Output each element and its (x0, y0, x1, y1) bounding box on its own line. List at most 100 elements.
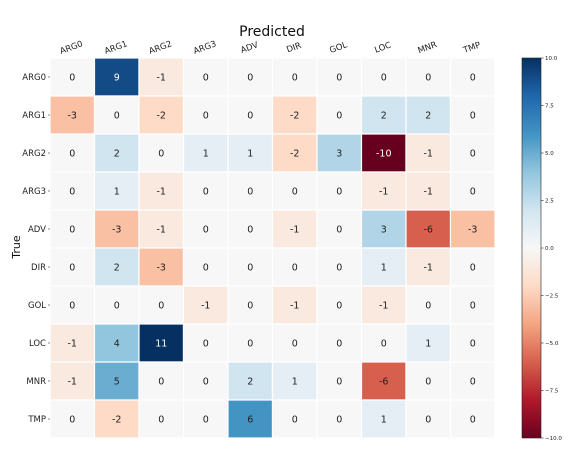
cell-value-label: 2 (114, 263, 120, 274)
column-tick-label: MNR (417, 40, 439, 56)
row-tick-label: ARG0 (22, 73, 46, 83)
cell-value-label: 0 (336, 111, 342, 122)
y-axis-label: True (10, 235, 23, 260)
cell-value-label: -1 (424, 263, 433, 274)
column-tick-label: ARG2 (148, 39, 174, 57)
colorbar-tick-label: −10.0 (545, 436, 562, 442)
heatmap-cell-tmp-arg0 (49, 399, 96, 439)
heatmap-cell-mnr-adv (227, 361, 274, 401)
cell-value-label: 0 (203, 225, 209, 236)
cell-value-label: 0 (470, 377, 476, 388)
colorbar-tick-label: −5.0 (545, 341, 559, 347)
cell-value-label: 0 (336, 73, 342, 84)
heatmap-cell-tmp-adv (227, 399, 274, 439)
cell-value-label: 0 (69, 149, 75, 160)
heatmap-cell-loc-loc (360, 323, 407, 363)
heatmap-cell-arg1-gol (316, 95, 363, 135)
cell-value-label: 0 (336, 301, 342, 312)
cell-value-label: 0 (470, 415, 476, 426)
heatmap-cell-dir-dir (271, 247, 318, 287)
chart-title: Predicted (239, 24, 305, 40)
cell-value-label: 5 (114, 377, 120, 388)
cell-value-label: -3 (157, 263, 166, 274)
cell-value-label: 0 (336, 225, 342, 236)
heatmap-cell-tmp-arg1 (93, 399, 140, 439)
cell-value-label: 0 (470, 73, 476, 84)
heatmap-cell-loc-gol (316, 323, 363, 363)
cell-value-label: 1 (203, 149, 209, 160)
cell-value-label: 0 (203, 377, 209, 388)
row-tick-label: ARG1 (22, 111, 46, 121)
row-tick-label: LOC (29, 339, 46, 349)
cell-value-label: 0 (425, 377, 431, 388)
heatmap-cell-gol-loc (360, 285, 407, 325)
cell-value-label: -3 (112, 225, 121, 236)
cell-value-label: -1 (424, 149, 433, 160)
cell-value-label: 0 (336, 377, 342, 388)
heatmap-cell-arg1-arg1 (93, 95, 140, 135)
cell-value-label: -3 (468, 225, 477, 236)
cell-value-label: -2 (157, 111, 166, 122)
colorbar-tick-label: 5.0 (545, 151, 554, 157)
cell-value-label: -1 (68, 339, 77, 350)
heatmap-cell-arg0-loc (360, 57, 407, 97)
heatmap-cell-loc-tmp (449, 323, 496, 363)
colorbar: 10.0 7.5 5.0 2.5 0.0 −2.5 −5.0 −7.5 −10.0 (521, 56, 562, 442)
cell-value-label: -1 (157, 73, 166, 84)
cell-value-label: 1 (425, 339, 431, 350)
cell-value-label: 0 (247, 301, 253, 312)
cell-value-label: 0 (292, 187, 298, 198)
heatmap-cell-tmp-loc (360, 399, 407, 439)
cell-value-label: 0 (158, 415, 164, 426)
heatmap-cell-loc-mnr (405, 323, 452, 363)
cell-value-label: 0 (203, 73, 209, 84)
cell-value-label: 0 (69, 415, 75, 426)
heatmap-cell-mnr-arg3 (182, 361, 229, 401)
heatmap-cell-arg3-gol (316, 171, 363, 211)
cell-value-label: 0 (381, 339, 387, 350)
column-tick-labels: ARG0 ARG1 ARG2 ARG3 ADV DIR GOL LOC MNR TMP (59, 39, 482, 57)
column-tick-label: DIR (285, 41, 303, 56)
heatmap-cell-mnr-tmp (449, 361, 496, 401)
heatmap-cell-tmp-dir (271, 399, 318, 439)
cell-value-label: 0 (470, 339, 476, 350)
cell-value-label: 0 (69, 225, 75, 236)
cell-value-label: 0 (292, 415, 298, 426)
heatmap-cell-tmp-arg3 (182, 399, 229, 439)
heatmap-cell-gol-tmp (449, 285, 496, 325)
cell-value-label: -1 (157, 187, 166, 198)
colorbar-tick-label: 10.0 (545, 56, 558, 62)
heatmap-cell-adv-arg1 (93, 209, 140, 249)
cell-value-label: 1 (114, 187, 120, 198)
cell-value-label: 0 (158, 301, 164, 312)
row-tick-label: GOL (28, 301, 46, 311)
heatmap-cell-adv-tmp (449, 209, 496, 249)
cell-value-label: 0 (381, 73, 387, 84)
cell-value-label: 2 (381, 111, 387, 122)
cell-value-label: 0 (292, 339, 298, 350)
heatmap-cell-loc-arg3 (182, 323, 229, 363)
cell-value-label: 0 (247, 263, 253, 274)
colorbar-gradient (521, 57, 542, 439)
cell-value-label: -2 (112, 415, 121, 426)
heatmap-cell-tmp-tmp (449, 399, 496, 439)
cell-value-label: 0 (203, 111, 209, 122)
cell-value-label: 0 (158, 149, 164, 160)
heatmap-cell-loc-adv (227, 323, 274, 363)
column-tick-label: GOL (328, 40, 349, 56)
heatmap-cell-tmp-arg2 (138, 399, 185, 439)
column-tick-label: ARG0 (59, 39, 85, 57)
heatmap-cell-arg0-tmp (449, 57, 496, 97)
heatmap-cell-adv-gol (316, 209, 363, 249)
heatmap-cell-arg1-arg3 (182, 95, 229, 135)
cell-value-label: -6 (424, 225, 433, 236)
heatmap-cell-gol-arg3 (182, 285, 229, 325)
cell-value-label: 3 (381, 225, 387, 236)
heatmap-cell-tmp-gol (316, 399, 363, 439)
cell-value-label: 2 (425, 111, 431, 122)
cell-value-label: 6 (247, 415, 253, 426)
heatmap-cell-gol-dir (271, 285, 318, 325)
heatmap-cell-adv-adv (227, 209, 274, 249)
heatmap-cell-arg2-arg1 (93, 133, 140, 173)
